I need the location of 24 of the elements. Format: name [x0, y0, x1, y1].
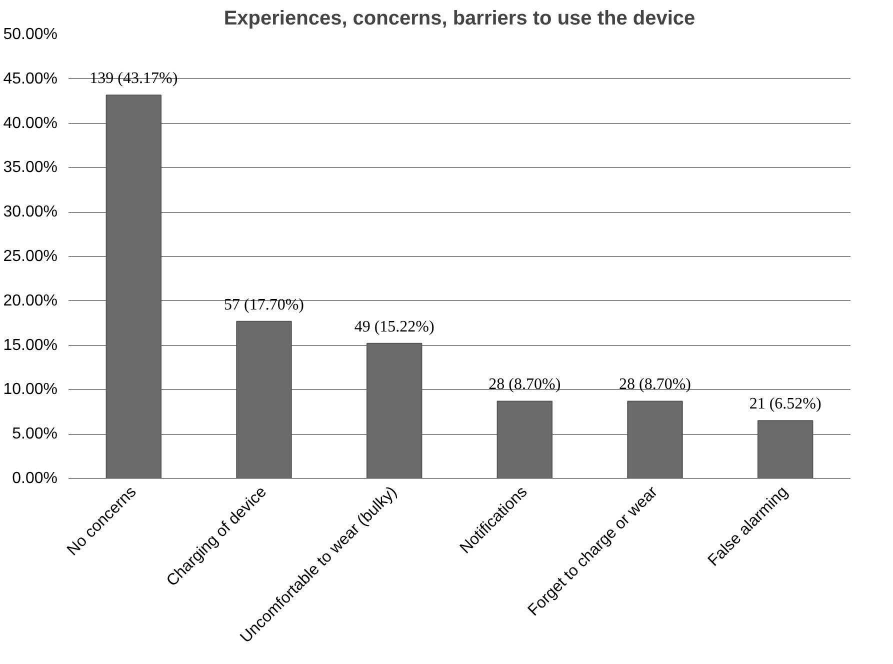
y-tick-label: 30.00%	[3, 204, 58, 221]
bar	[236, 320, 292, 478]
y-tick-label: 15.00%	[3, 336, 58, 354]
data-label: 49 (15.22%)	[354, 318, 434, 336]
y-tick-label: 10.00%	[3, 381, 58, 398]
data-label: 139 (43.17%)	[90, 70, 178, 88]
data-label: 21 (6.52%)	[749, 396, 822, 413]
bar	[496, 400, 553, 478]
bar	[627, 400, 683, 478]
bar	[757, 420, 814, 478]
y-tick-label: 35.00%	[3, 159, 58, 176]
bar	[106, 94, 162, 478]
y-tick-label: 50.00%	[3, 26, 58, 43]
y-tick-label: 25.00%	[3, 248, 58, 265]
data-label: 57 (17.70%)	[224, 296, 304, 314]
data-label: 28 (8.70%)	[619, 376, 691, 394]
y-tick-label: 0.00%	[12, 470, 58, 487]
y-tick-label: 20.00%	[3, 292, 58, 310]
data-label: 28 (8.70%)	[488, 376, 561, 394]
y-tick-label: 40.00%	[3, 114, 58, 132]
chart-title: Experiences, concerns, barriers to use the device	[224, 8, 696, 30]
bar	[366, 342, 422, 478]
y-tick-label: 5.00%	[12, 426, 58, 443]
y-tick-label: 45.00%	[3, 70, 58, 88]
